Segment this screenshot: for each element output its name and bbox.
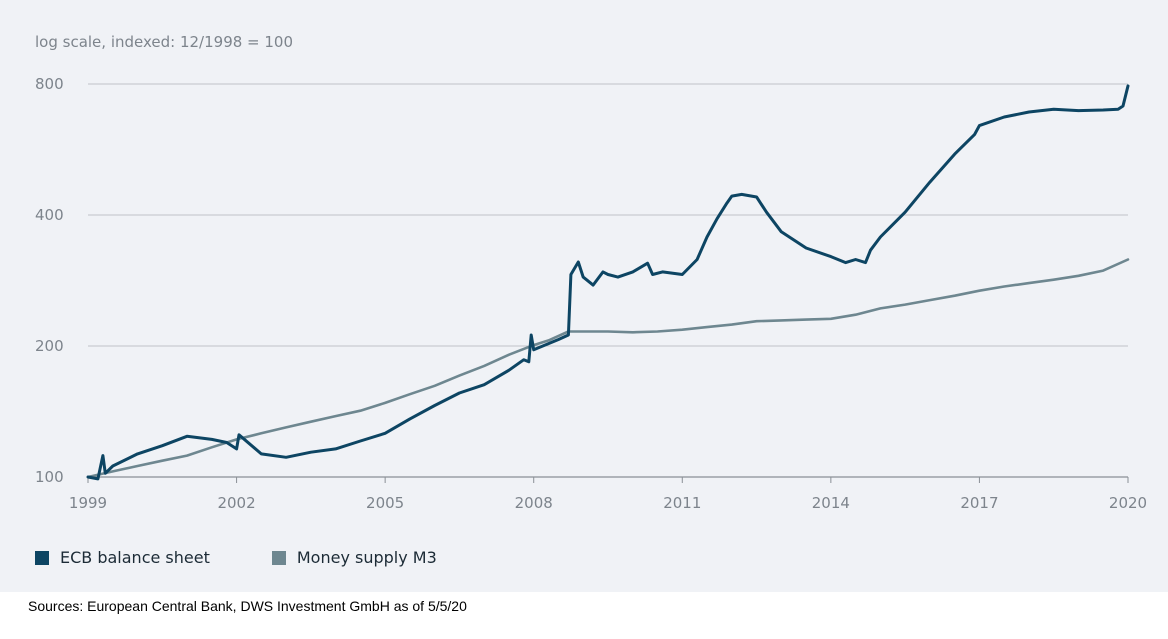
x-tick-label-2020: 2020 xyxy=(1109,494,1147,512)
x-tick-label-2002: 2002 xyxy=(217,494,255,512)
chart-panel: log scale, indexed: 12/1998 = 100 100 200… xyxy=(0,0,1168,592)
legend-item-m3: Money supply M3 xyxy=(271,548,437,567)
y-tick-label-100: 100 xyxy=(35,468,64,486)
x-tick-label-2005: 2005 xyxy=(366,494,404,512)
legend-label-m3: Money supply M3 xyxy=(296,548,437,567)
x-tick-label-2014: 2014 xyxy=(812,494,850,512)
legend: ECB balance sheet Money supply M3 xyxy=(35,548,499,567)
x-tick-label-2017: 2017 xyxy=(960,494,998,512)
y-tick-label-800: 800 xyxy=(35,75,64,93)
x-tick-label-2008: 2008 xyxy=(515,494,553,512)
legend-item-ecb: ECB balance sheet xyxy=(35,548,210,567)
legend-swatch-ecb xyxy=(35,550,49,565)
line-chart: 100 200 400 800 1999 2002 2005 2008 2011 2014 2017… xyxy=(35,75,1147,512)
chart-subtitle: log scale, indexed: 12/1998 = 100 xyxy=(35,33,294,51)
y-tick-label-400: 400 xyxy=(35,206,64,224)
legend-swatch-m3 xyxy=(271,550,286,565)
x-tick-label-2011: 2011 xyxy=(663,494,701,512)
series-line-money-supply-m3 xyxy=(86,258,1130,479)
x-tick-label-1999: 1999 xyxy=(69,494,107,512)
y-tick-label-200: 200 xyxy=(35,337,64,355)
source-note: Sources: European Central Bank, DWS Inve… xyxy=(28,598,467,614)
series-line-ecb-balance-sheet xyxy=(86,84,1130,481)
legend-label-ecb: ECB balance sheet xyxy=(60,548,210,567)
